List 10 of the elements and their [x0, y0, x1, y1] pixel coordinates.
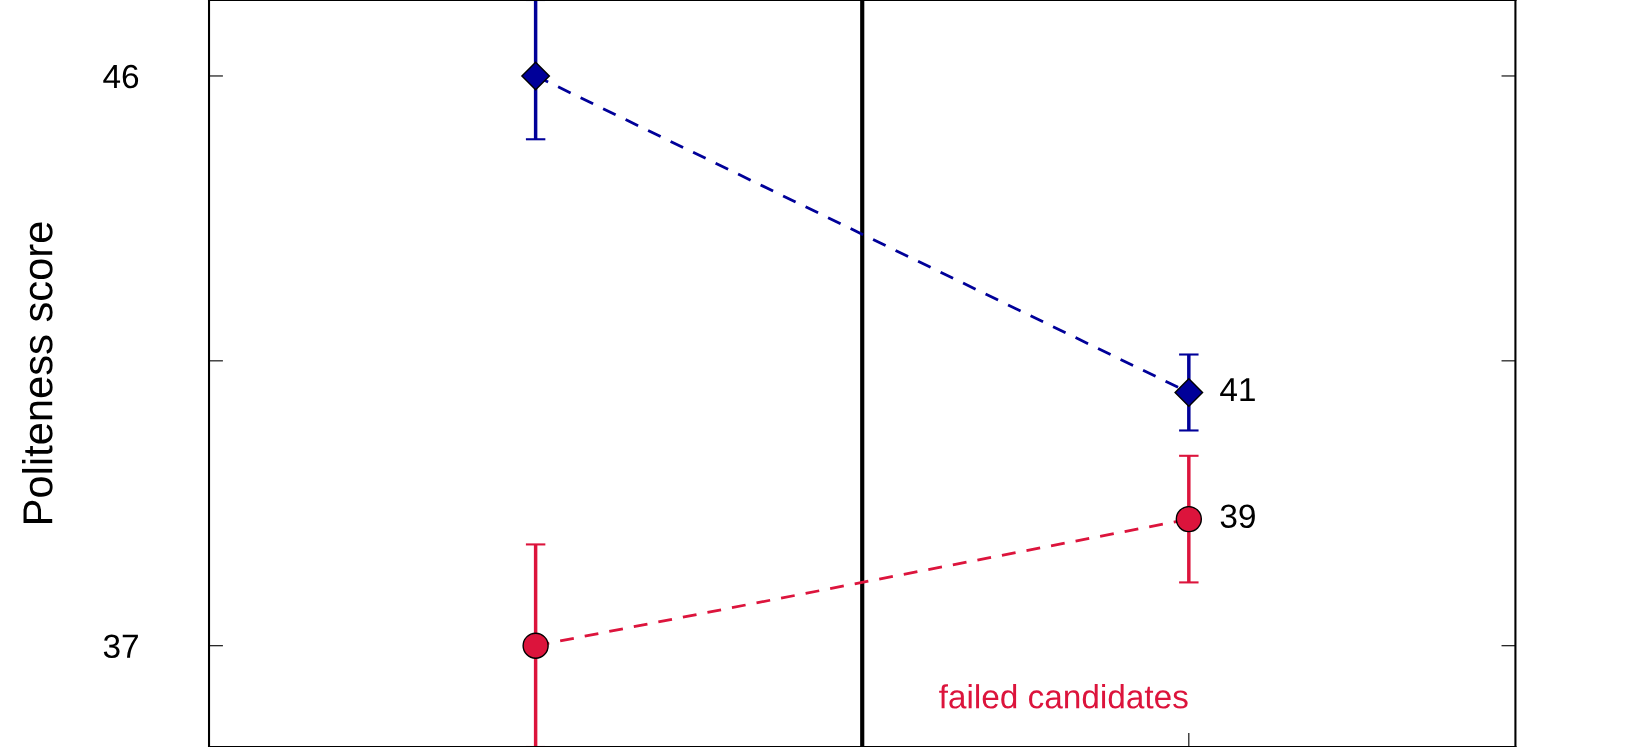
point — [521, 61, 551, 91]
data-label: 41 — [1220, 378, 1255, 402]
text: failed candidates — [939, 684, 1188, 709]
y-axis-title: Politeness score — [22, 222, 53, 523]
point — [1175, 505, 1203, 533]
point — [522, 632, 549, 659]
point — [1174, 378, 1204, 407]
data-label: 39 — [1220, 504, 1255, 529]
y-tick-label: 46 — [103, 64, 139, 89]
y-tick-label: 37 — [103, 634, 138, 659]
